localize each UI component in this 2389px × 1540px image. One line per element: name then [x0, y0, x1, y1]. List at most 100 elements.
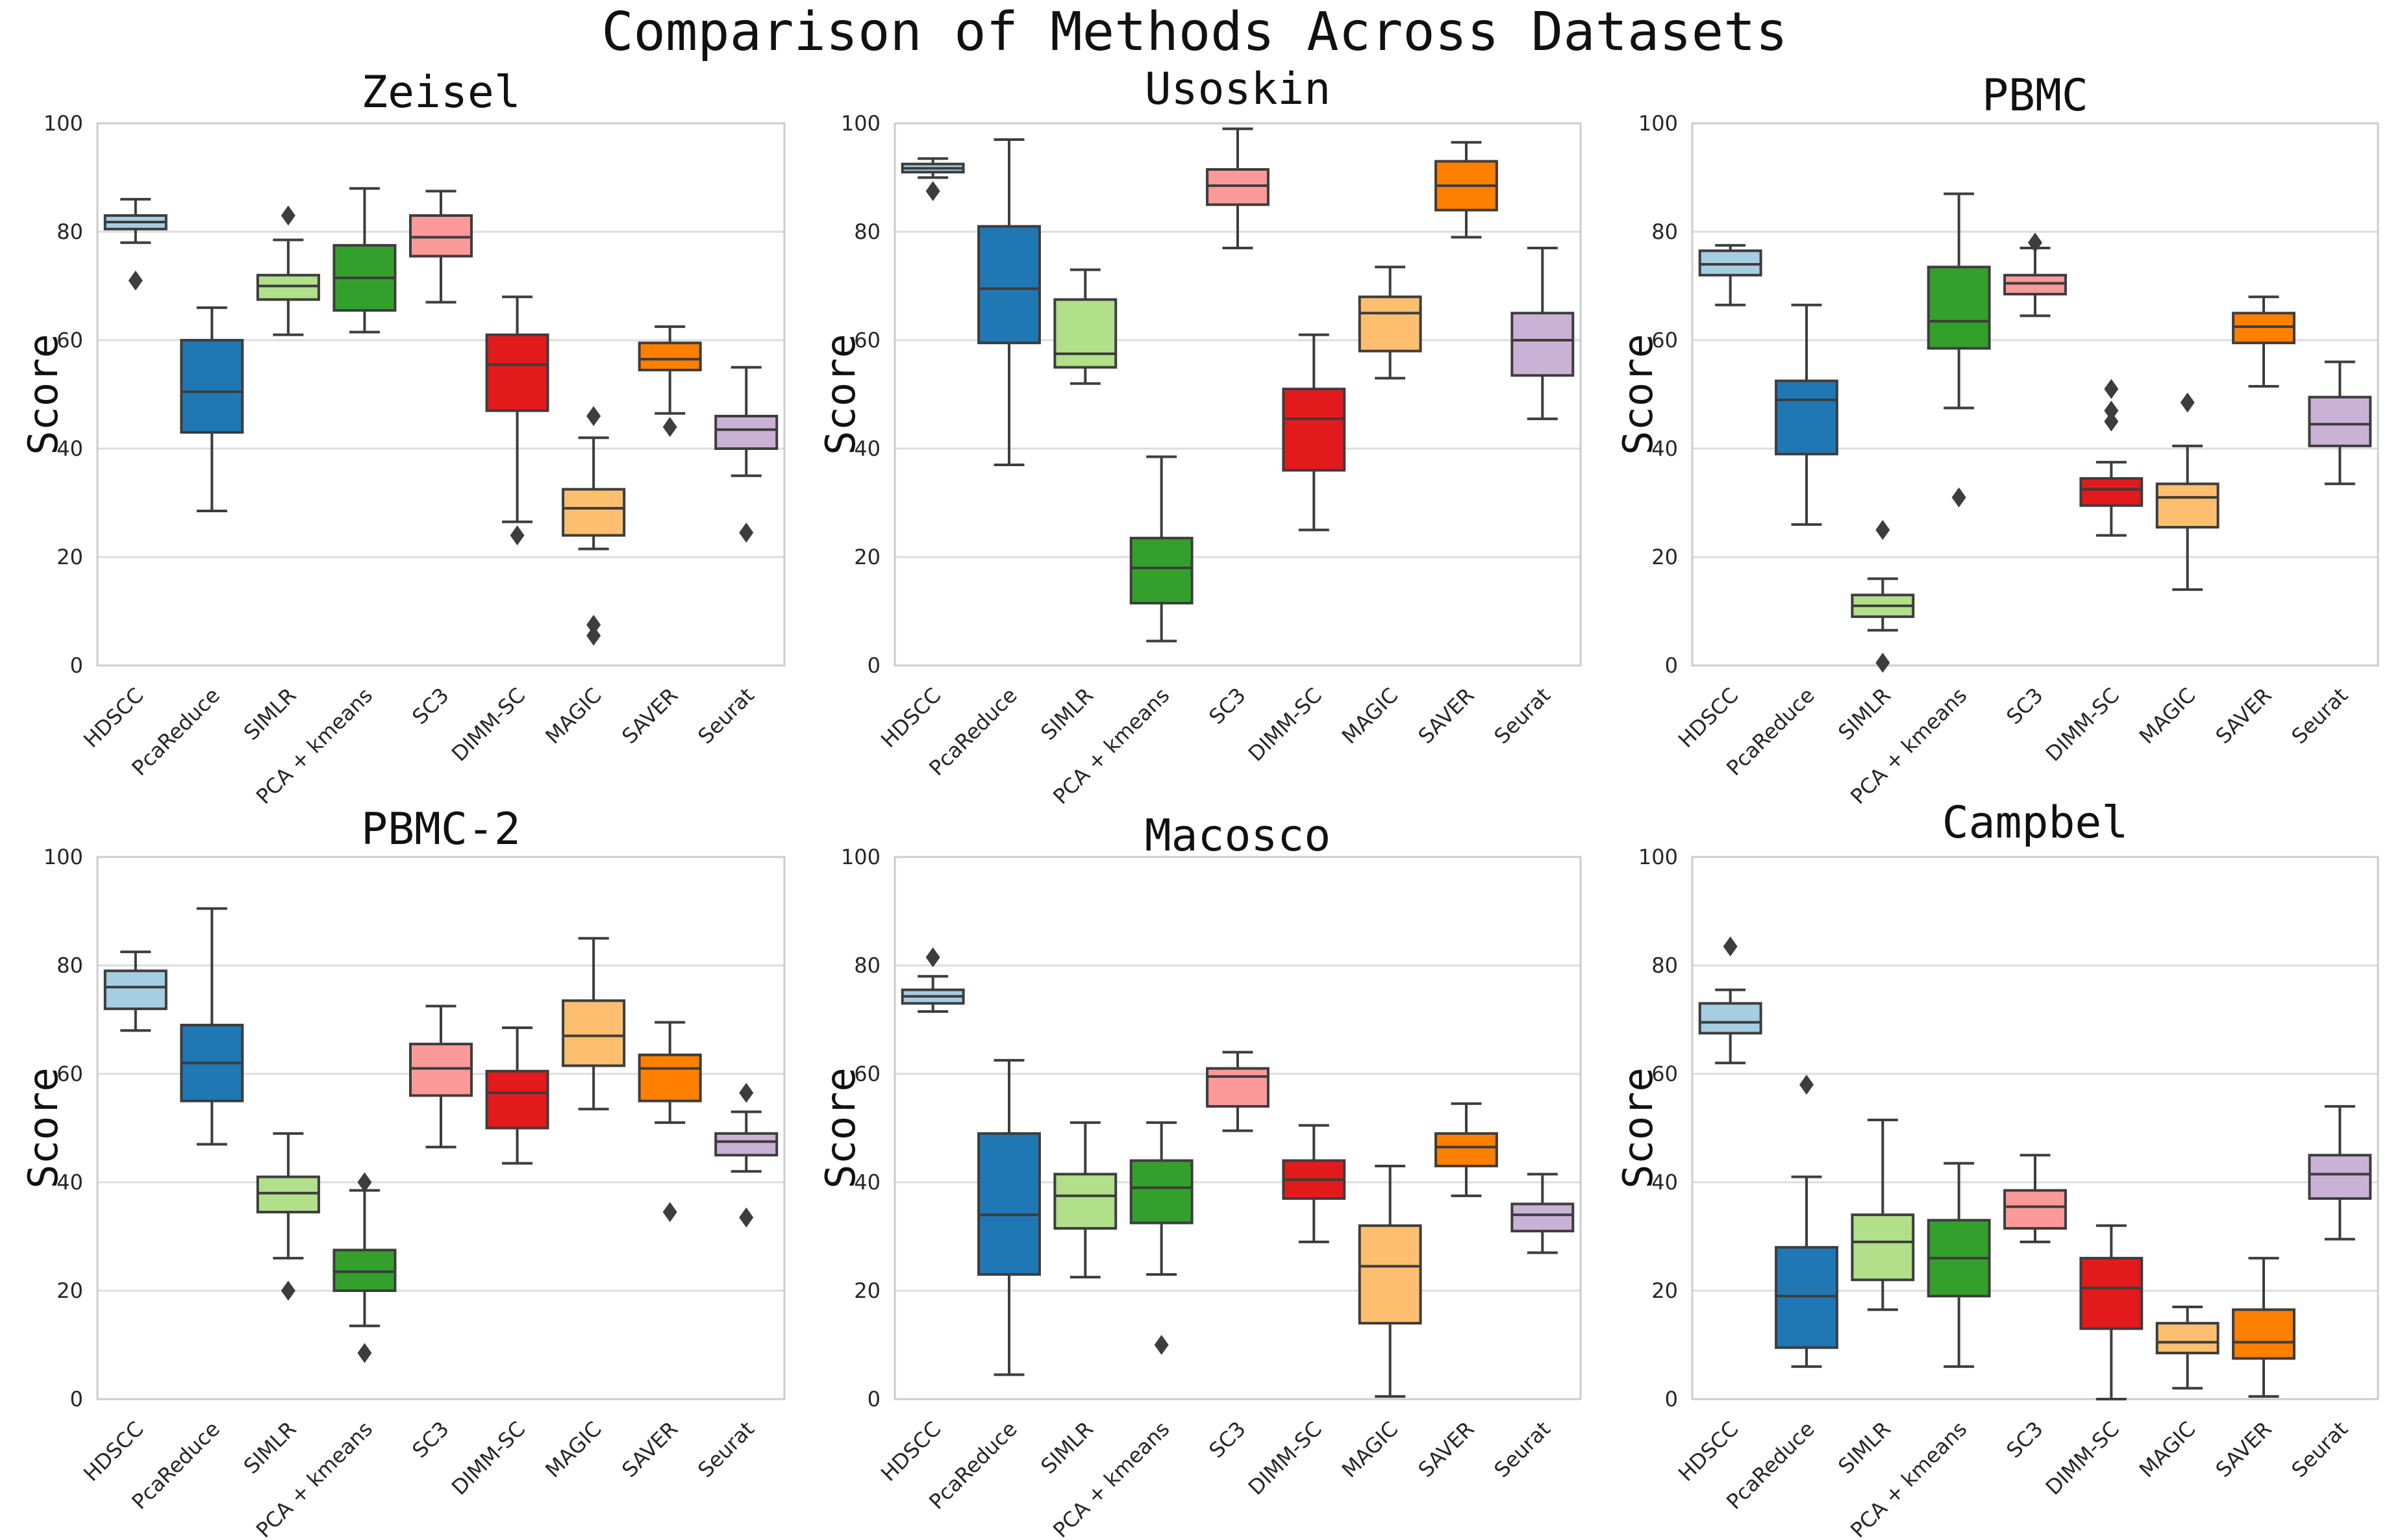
box-saver: SAVER — [2210, 295, 2295, 749]
iqr-box — [1775, 1246, 1838, 1349]
outlier-point — [1799, 1074, 1814, 1095]
y-tick-label: 0 — [1665, 1387, 1678, 1411]
panel-title: Zeisel — [361, 67, 521, 118]
x-tick-label: SC3 — [2001, 683, 2047, 729]
x-tick-label: HDSCC — [79, 1417, 148, 1486]
iqr-box — [256, 273, 320, 301]
iqr-box — [638, 342, 702, 371]
iqr-box — [714, 414, 779, 451]
outlier-point — [1154, 1335, 1169, 1355]
box-magic: MAGIC — [2134, 1306, 2220, 1482]
iqr-box — [103, 969, 168, 1010]
y-tick-label: 20 — [1651, 545, 1678, 569]
y-tick-label: 100 — [44, 845, 83, 869]
box-dimm-sc: DIMM-SC — [447, 295, 549, 766]
iqr-box — [1358, 1224, 1422, 1325]
iqr-box — [2155, 482, 2220, 529]
y-tick-label: 40 — [1651, 1170, 1678, 1195]
box-hdscc: HDSCC — [876, 947, 965, 1486]
box-hdscc: HDSCC — [876, 157, 965, 752]
iqr-box — [2079, 477, 2144, 507]
box-magic: MAGIC — [1337, 1164, 1422, 1482]
y-tick-label: 20 — [56, 1278, 83, 1303]
iqr-box — [1206, 168, 1270, 206]
y-tick-label: 0 — [70, 653, 83, 678]
outlier-point — [357, 1172, 372, 1193]
panel-title: Usoskin — [1145, 64, 1331, 115]
box-simlr: SIMLR — [1833, 519, 1915, 745]
panel-title: Macosco — [1145, 810, 1331, 862]
x-tick-label: HDSCC — [1673, 1417, 1743, 1486]
box-simlr: SIMLR — [1833, 1118, 1915, 1479]
box-saver: SAVER — [617, 325, 702, 749]
x-tick-label: SC3 — [407, 683, 453, 729]
outlier-point — [925, 180, 940, 201]
iqr-box — [2003, 1189, 2067, 1230]
box-dimm-sc: DIMM-SC — [447, 1026, 549, 1500]
x-tick-label: SC3 — [407, 1417, 453, 1463]
axes-frame — [894, 856, 1582, 1400]
y-tick-label: 60 — [56, 328, 83, 353]
iqr-box — [332, 1248, 397, 1292]
iqr-box — [1775, 379, 1838, 456]
box-hdscc: HDSCC — [79, 950, 168, 1486]
iqr-box — [2155, 1322, 2220, 1355]
outlier-point — [1875, 652, 1890, 673]
box-simlr: SIMLR — [239, 1132, 320, 1479]
iqr-box — [977, 225, 1041, 345]
y-tick-label: 100 — [1638, 111, 1678, 136]
iqr-box — [562, 999, 626, 1067]
x-tick-label: DIMM-SC — [1244, 683, 1327, 766]
iqr-box — [2308, 395, 2372, 447]
box-pcareduce: PcaReduce — [1721, 303, 1838, 780]
x-tick-label: SIMLR — [1833, 683, 1895, 745]
box-sc3: SC3 — [407, 190, 473, 729]
y-axis-label: Score — [1614, 334, 1662, 455]
outlier-point — [281, 205, 295, 226]
x-tick-label: Seurat — [693, 683, 759, 749]
axes-frame — [96, 122, 786, 667]
outlier-point — [739, 1082, 754, 1103]
y-tick-label: 100 — [1638, 845, 1678, 869]
x-tick-label: MAGIC — [1337, 683, 1403, 749]
outlier-point — [2104, 401, 2119, 421]
x-tick-label: SIMLR — [239, 1417, 301, 1479]
y-tick-label: 100 — [44, 111, 83, 136]
box-pcareduce: PcaReduce — [924, 138, 1041, 780]
x-tick-label: SIMLR — [1036, 1417, 1098, 1479]
outlier-point — [662, 417, 677, 437]
y-tick-label: 80 — [854, 953, 881, 978]
box-hdscc: HDSCC — [1673, 936, 1762, 1486]
y-tick-label: 100 — [841, 111, 881, 136]
axes-frame — [1691, 856, 2379, 1400]
x-tick-label: DIMM-SC — [2041, 683, 2124, 766]
x-tick-label: SAVER — [1413, 683, 1479, 749]
iqr-box — [1851, 1213, 1915, 1282]
outlier-point — [739, 523, 754, 543]
outlier-point — [2104, 379, 2119, 399]
x-tick-label: SAVER — [617, 1417, 682, 1482]
panel-title: PBMC-2 — [361, 804, 521, 855]
box-sc3: SC3 — [1204, 127, 1270, 729]
outlier-point — [510, 525, 525, 545]
outlier-point — [1951, 487, 1966, 508]
iqr-box — [1206, 1067, 1270, 1108]
y-tick-label: 40 — [56, 436, 83, 461]
y-tick-label: 0 — [1665, 653, 1678, 678]
box-magic: MAGIC — [540, 406, 626, 749]
y-axis-label: Score — [817, 334, 864, 455]
y-axis-label: Score — [19, 334, 67, 455]
outlier-point — [1875, 519, 1890, 540]
iqr-box — [485, 1069, 549, 1130]
iqr-box — [180, 339, 244, 434]
x-tick-label: SAVER — [617, 683, 682, 749]
box-seurat: Seurat — [2286, 360, 2372, 749]
iqr-box — [2308, 1154, 2372, 1200]
box-pcareduce: PcaReduce — [1721, 1074, 1838, 1514]
box-pca-kmeans: PCA + kmeans — [251, 1172, 397, 1540]
outlier-point — [586, 614, 601, 635]
